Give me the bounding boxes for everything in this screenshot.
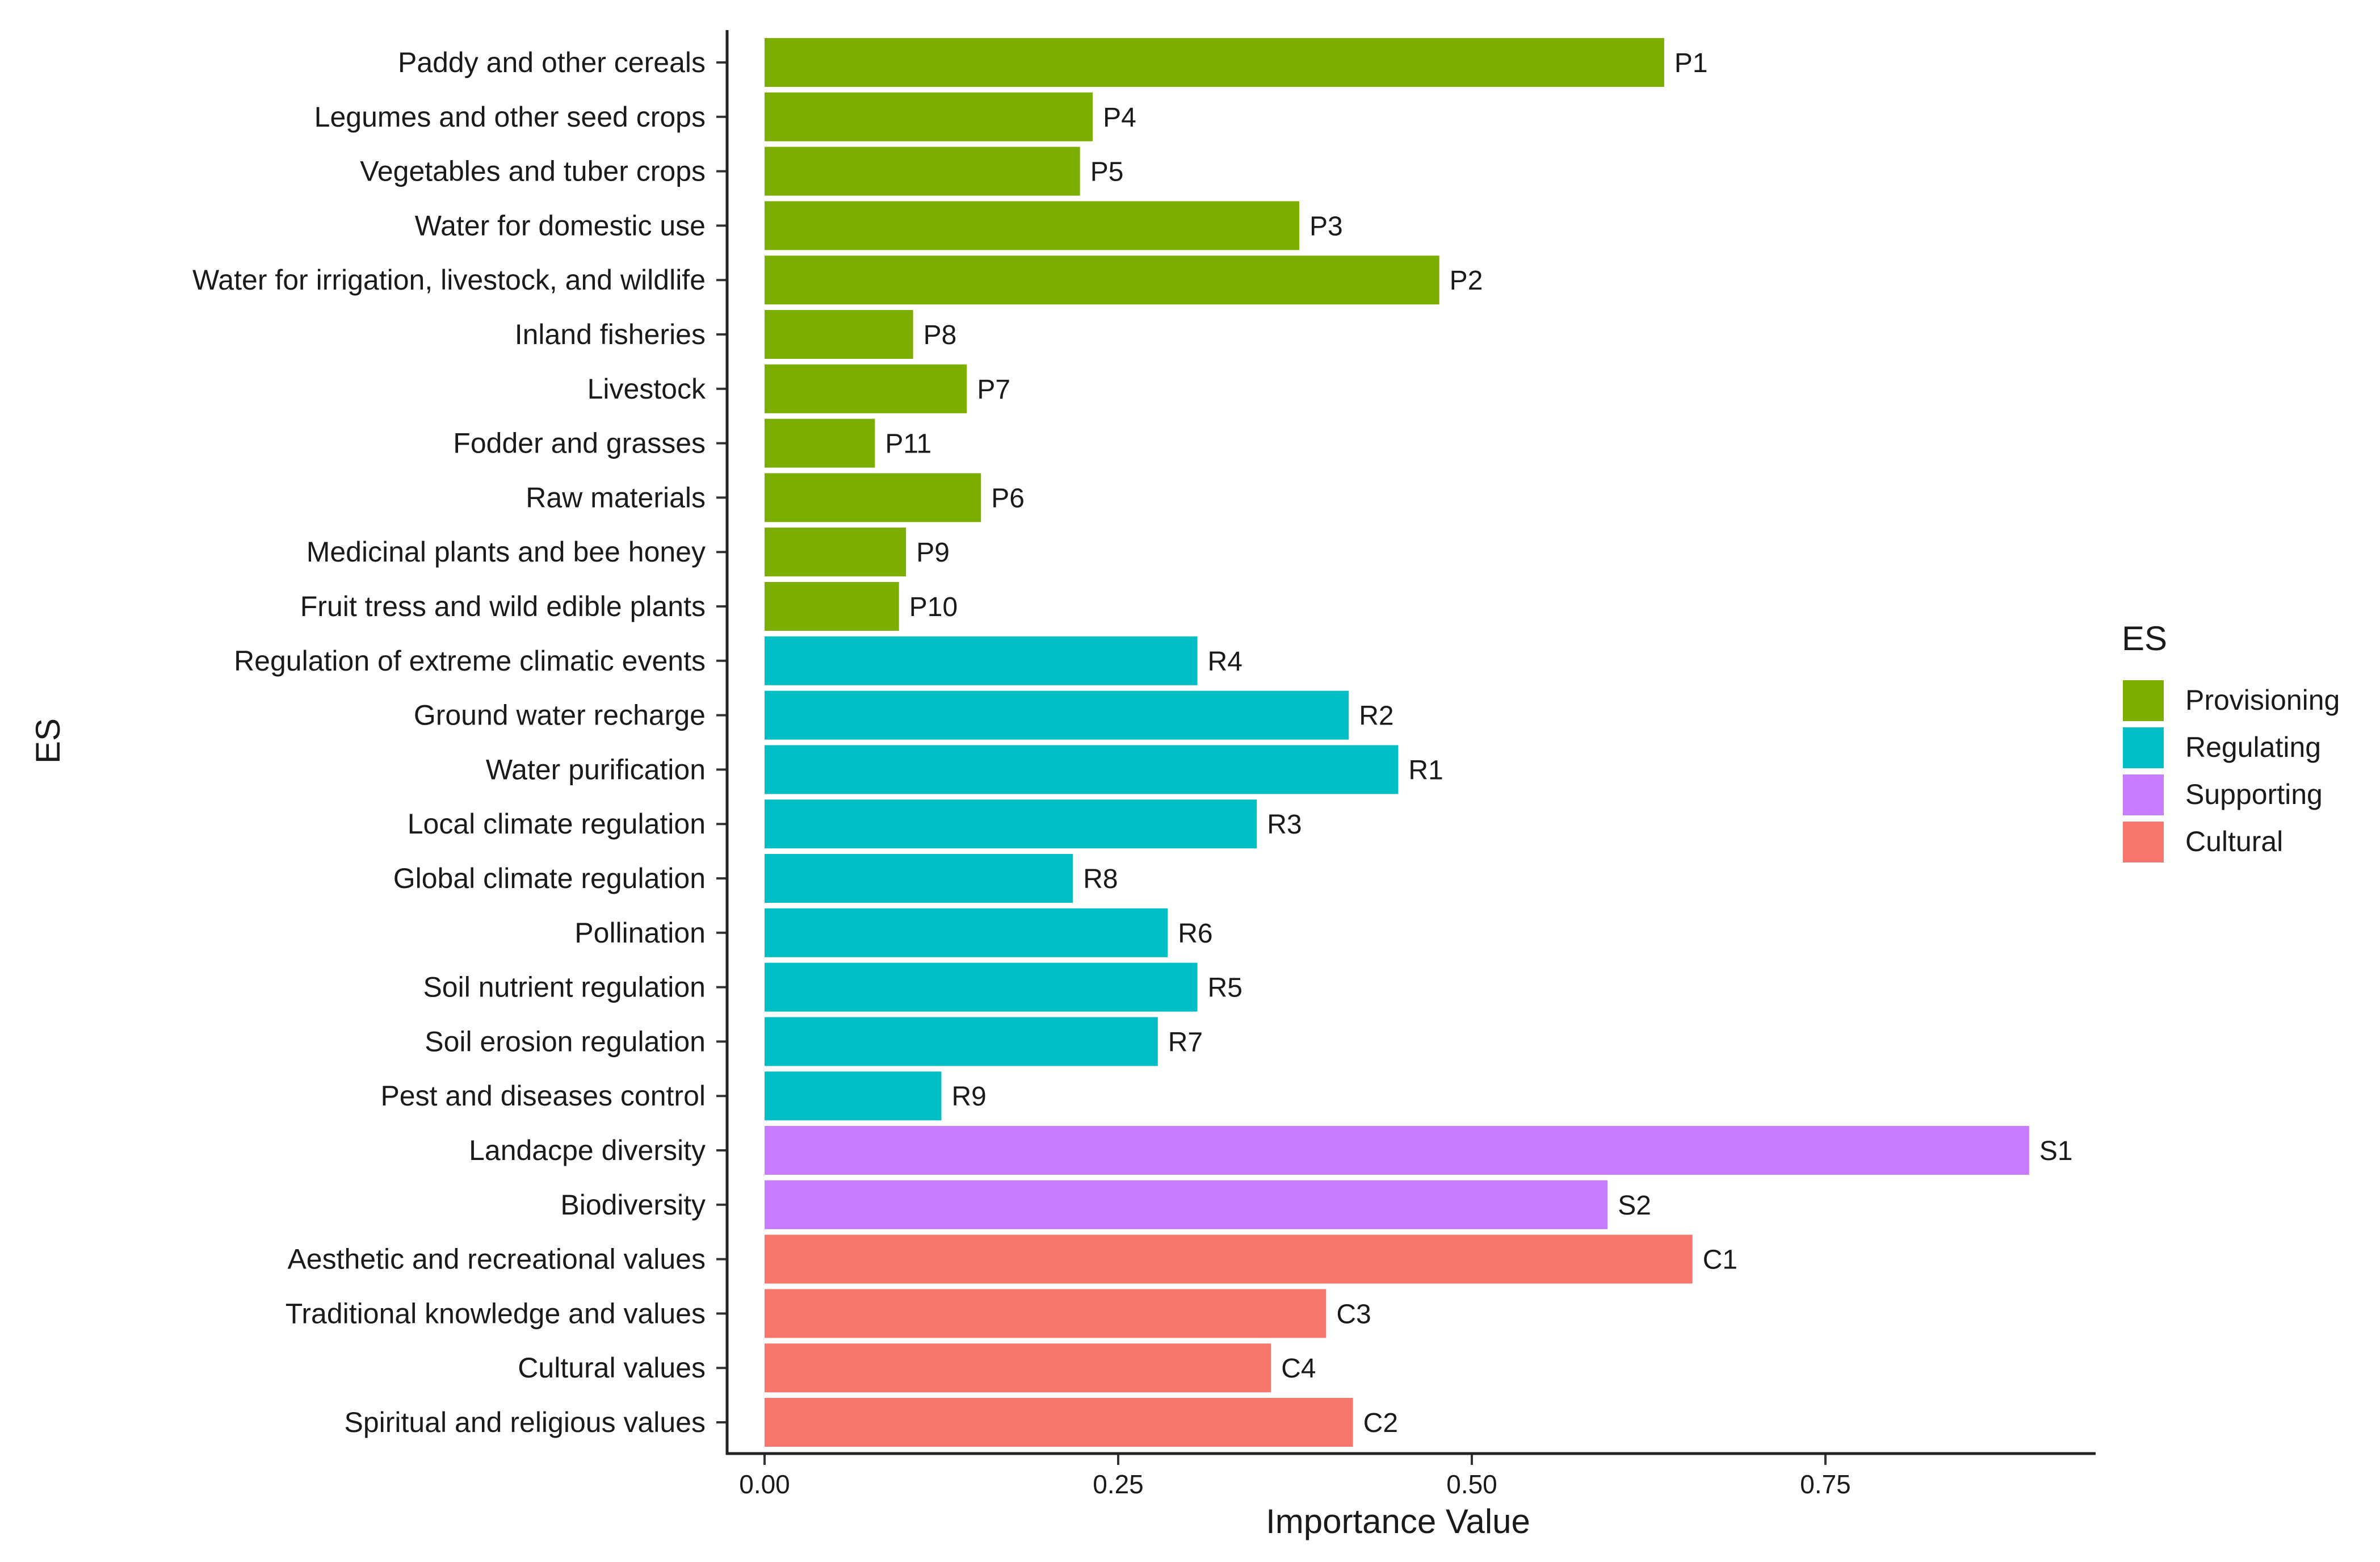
y-tick-label: Landacpe diversity	[469, 1134, 706, 1166]
legend-swatch-supporting	[2123, 774, 2164, 815]
bar-data-label: R7	[1168, 1027, 1203, 1057]
bar-data-label: R9	[952, 1082, 987, 1112]
y-tick-label: Global climate regulation	[393, 862, 706, 894]
bar-data-label: P6	[991, 483, 1025, 513]
bar-r9	[765, 1071, 942, 1121]
x-axis-title: Importance Value	[1266, 1502, 1530, 1540]
bar-data-label: R1	[1408, 755, 1443, 785]
legend-label: Provisioning	[2185, 684, 2340, 716]
bar-p5	[765, 146, 1080, 196]
bar-data-label: C3	[1336, 1299, 1371, 1329]
y-tick-label: Water for domestic use	[415, 210, 706, 241]
y-tick-label: Paddy and other cereals	[398, 47, 706, 78]
y-tick-label: Fodder and grasses	[453, 428, 706, 459]
bar-p8	[765, 310, 913, 359]
y-tick-label: Raw materials	[526, 481, 706, 513]
legend-label: Cultural	[2185, 826, 2283, 857]
bar-p3	[765, 201, 1299, 250]
bar-c2	[765, 1398, 1353, 1447]
bar-data-label: R6	[1178, 919, 1212, 949]
y-tick-label: Ground water recharge	[414, 700, 706, 731]
bar-p10	[765, 582, 899, 631]
y-tick-label: Pollination	[574, 917, 706, 949]
bar-data-label: R2	[1359, 701, 1393, 731]
x-tick-label: 0.25	[1093, 1469, 1144, 1499]
y-tick-label: Traditional knowledge and values	[286, 1297, 706, 1329]
bar-s1	[765, 1126, 2029, 1175]
bar-data-label: C4	[1281, 1354, 1316, 1384]
bar-data-label: P11	[885, 429, 931, 459]
bar-r6	[765, 908, 1168, 957]
bar-data-label: R3	[1267, 810, 1302, 840]
bar-data-label: R8	[1083, 864, 1118, 894]
y-tick-label: Soil erosion regulation	[425, 1025, 706, 1057]
bar-r3	[765, 799, 1257, 849]
x-tick-label: 0.50	[1446, 1469, 1497, 1499]
y-axis-title: ES	[29, 718, 67, 764]
bar-r8	[765, 854, 1073, 903]
bar-c4	[765, 1343, 1271, 1393]
x-tick-label: 0.00	[739, 1469, 790, 1499]
y-tick-label: Water for irrigation, livestock, and wil…	[192, 264, 706, 296]
y-tick-label: Soil nutrient regulation	[423, 971, 706, 1003]
bar-data-label: P2	[1450, 266, 1483, 296]
bar-data-label: R4	[1208, 647, 1243, 677]
bar-data-label: P7	[977, 375, 1010, 405]
bar-r5	[765, 962, 1198, 1012]
bar-p2	[765, 256, 1439, 305]
bar-p7	[765, 364, 967, 413]
bar-data-label: R5	[1208, 973, 1243, 1003]
bar-c3	[765, 1289, 1327, 1338]
bar-p1	[765, 38, 1664, 87]
y-tick-label: Regulation of extreme climatic events	[234, 645, 706, 677]
bar-r2	[765, 690, 1349, 740]
bar-r7	[765, 1017, 1158, 1066]
bar-p9	[765, 527, 906, 577]
bar-data-label: P8	[924, 320, 957, 350]
x-tick-label: 0.75	[1800, 1469, 1851, 1499]
bar-p11	[765, 418, 875, 468]
bar-data-label: S1	[2039, 1136, 2073, 1166]
x-ticks: 0.00 0.25 0.50 0.75	[739, 1454, 1851, 1499]
y-tick-label: Legumes and other seed crops	[314, 101, 706, 133]
y-tick-label: Biodiversity	[560, 1189, 706, 1221]
y-tick-label: Pest and diseases control	[380, 1080, 706, 1112]
bar-data-label: P10	[909, 592, 958, 622]
legend-label: Supporting	[2185, 778, 2323, 810]
bars-layer: P1 P4 P5 P3 P2 P8 P7 P11 P6 P9 P10 R4 R2 R1 R3 R8 R6 R5R7…	[765, 38, 2073, 1447]
legend-swatch-provisioning	[2123, 680, 2164, 721]
bar-p6	[765, 473, 981, 522]
y-tick-label: Spiritual and religious values	[345, 1406, 706, 1438]
y-tick-label: Cultural values	[518, 1352, 706, 1384]
y-tick-label: Inland fisheries	[515, 319, 706, 350]
legend-label: Regulating	[2185, 731, 2321, 763]
legend-swatch-regulating	[2123, 727, 2164, 768]
y-tick-label: Local climate regulation	[408, 808, 706, 840]
y-tick-label: Livestock	[587, 373, 706, 405]
bar-r1	[765, 745, 1399, 794]
y-tick-labels: Paddy and other cereals Legumes and other…	[192, 47, 727, 1438]
bar-data-label: P4	[1103, 103, 1136, 133]
y-tick-label: Vegetables and tuber crops	[360, 156, 706, 187]
bar-data-label: C2	[1363, 1408, 1398, 1438]
legend: ES Provisioning Regulating Supporting Cultu…	[2122, 619, 2340, 862]
bar-s2	[765, 1180, 1608, 1229]
bar-c1	[765, 1234, 1693, 1284]
y-tick-label: Aesthetic and recreational values	[287, 1243, 706, 1275]
legend-swatch-cultural	[2123, 822, 2164, 862]
bar-p4	[765, 92, 1093, 141]
bar-data-label: P1	[1674, 48, 1708, 78]
y-tick-label: Medicinal plants and bee honey	[307, 536, 706, 568]
bar-data-label: P9	[916, 538, 950, 568]
y-tick-label: Fruit tress and wild edible plants	[300, 591, 706, 622]
bar-data-label: P3	[1309, 211, 1343, 241]
bar-data-label: S2	[1618, 1191, 1651, 1221]
bar-data-label: P5	[1090, 157, 1124, 187]
bar-r4	[765, 636, 1198, 685]
legend-title: ES	[2122, 619, 2167, 658]
bar-data-label: C1	[1703, 1245, 1737, 1275]
y-tick-label: Water purification	[486, 753, 706, 785]
